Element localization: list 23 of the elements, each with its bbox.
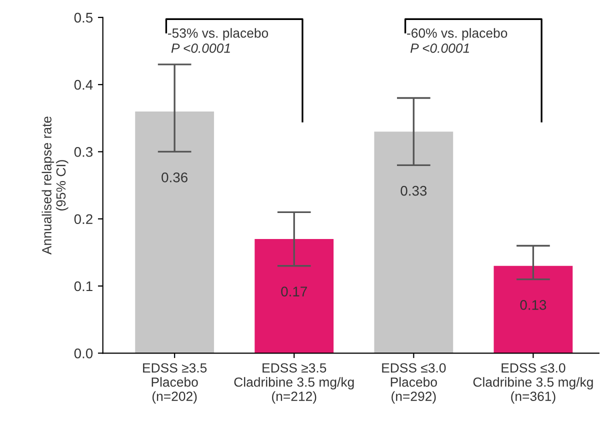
y-tick-label: 0.5 [74,12,93,23]
x-tick-label: EDSS ≤3.0 Placebo (n=292) [382,363,446,404]
y-axis-title: Annualised relapse rate (95% CI) [42,116,68,255]
annotation: -53% vs. placebo [168,28,268,40]
y-tick-label: 0.4 [74,80,93,90]
x-tick-label: EDSS ≥3.5 Cladribine 3.5 mg/kg (n=212) [234,363,354,404]
y-tick-label: 0.3 [74,147,93,157]
x-tick-label: EDSS ≤3.0 Cladribine 3.5 mg/kg (n=361) [473,363,593,404]
bar [374,132,454,354]
data-label: 0.17 [281,286,307,296]
data-label: 0.36 [162,172,188,182]
annotation: -60% vs. placebo [407,28,508,40]
annotation: P <0.0001 [410,44,469,53]
bar [254,239,334,354]
bar [135,111,214,354]
bar [494,266,573,354]
y-tick-label: 0.0 [74,348,93,358]
data-label: 0.13 [520,300,546,310]
data-label: 0.33 [400,186,427,196]
x-tick-label: EDSS ≥3.5 Placebo (n=202) [143,363,207,404]
y-tick-label: 0.1 [74,281,92,292]
annotation: P <0.0001 [171,44,230,53]
y-tick-label: 0.2 [74,214,92,224]
